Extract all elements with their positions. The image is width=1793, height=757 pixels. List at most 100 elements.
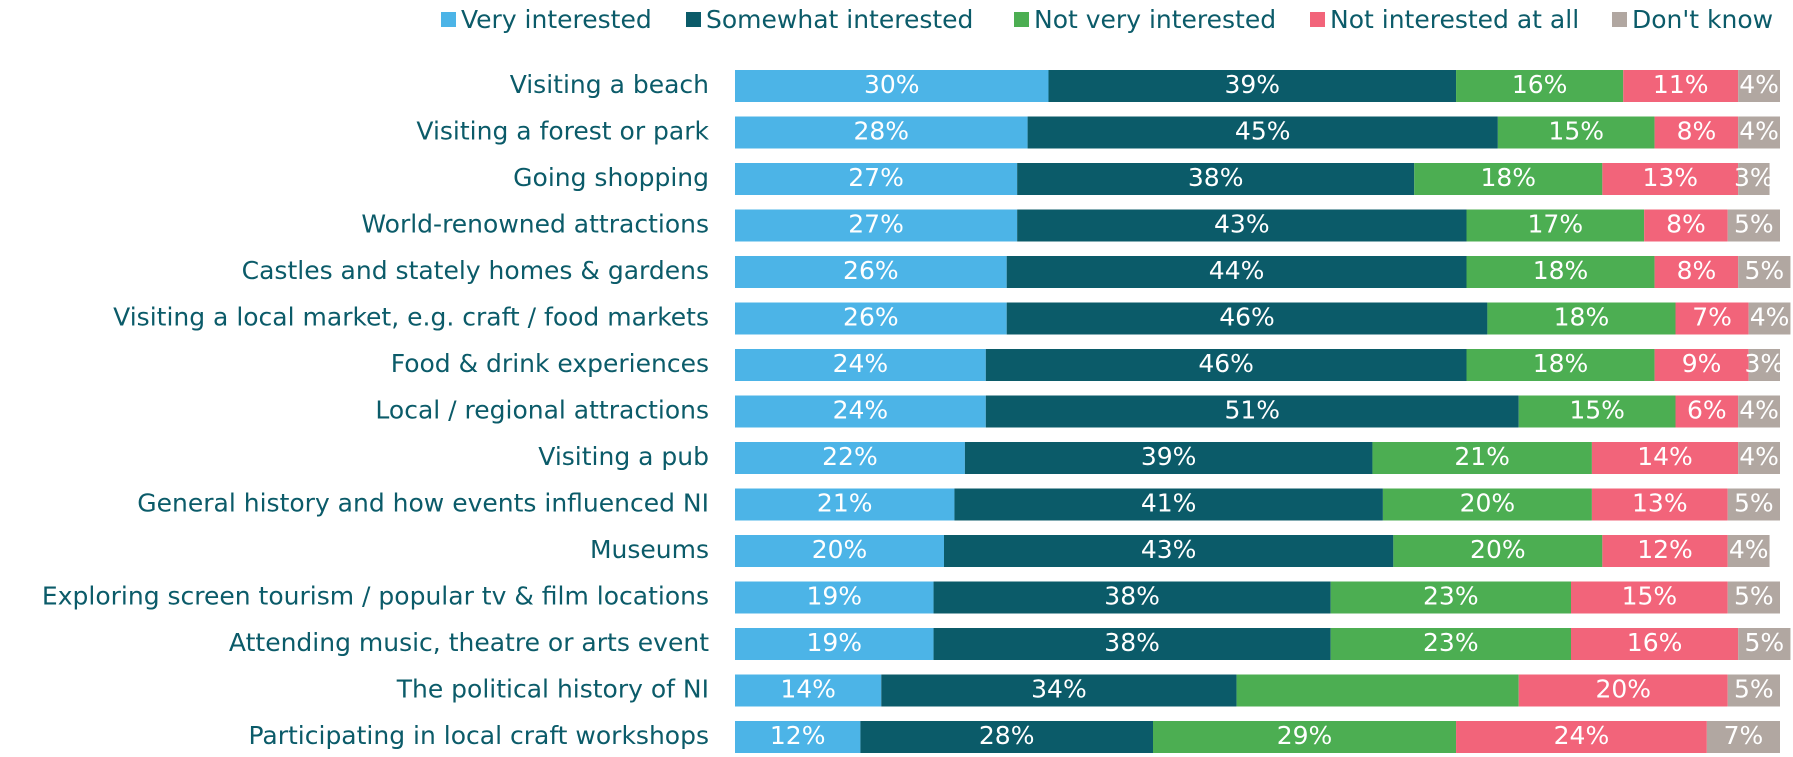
category-label: Visiting a forest or park [416, 117, 709, 146]
bar-segment [735, 535, 944, 567]
bar-segment [1330, 628, 1571, 660]
bar-segment [735, 116, 1028, 149]
bar-segment [1675, 395, 1739, 428]
bar-segment [1017, 163, 1415, 195]
value-label: 27% [848, 210, 904, 239]
value-label: 30% [864, 70, 920, 99]
value-label: 21% [817, 489, 873, 518]
value-label: 6% [1687, 396, 1727, 425]
bar-segment [1497, 116, 1655, 149]
category-label: Visiting a beach [510, 70, 709, 99]
bar-segment [1571, 628, 1739, 660]
value-label: 28% [854, 117, 910, 146]
bar-segment [1456, 70, 1624, 102]
value-label: 39% [1224, 70, 1280, 99]
value-label: 28% [979, 721, 1035, 750]
bar-segment [1466, 209, 1645, 242]
bar-segment [1623, 70, 1739, 102]
value-label: 4% [1729, 535, 1769, 564]
value-label: 24% [833, 396, 889, 425]
bar-segment [1393, 535, 1603, 567]
value-label: 26% [843, 303, 899, 332]
value-label: 46% [1219, 303, 1275, 332]
category-label: Castles and stately homes & gardens [242, 256, 709, 285]
bar-segment [735, 628, 934, 660]
value-label: 43% [1214, 210, 1270, 239]
bar-segment [1738, 395, 1780, 428]
value-label: 13% [1632, 489, 1688, 518]
value-label: 3% [1734, 163, 1774, 192]
value-label: 8% [1666, 210, 1706, 239]
bar-segment [1738, 70, 1780, 102]
value-label: 8% [1677, 117, 1717, 146]
bar-segment [735, 163, 1018, 195]
legend-swatch [686, 12, 701, 27]
value-label: 5% [1744, 256, 1784, 285]
bar-segment [1644, 209, 1728, 242]
value-label: 9% [1682, 349, 1722, 378]
bar-segment [735, 209, 1018, 242]
bar-segment [1006, 302, 1488, 335]
legend-label: Not interested at all [1330, 5, 1579, 34]
category-label: General history and how events influence… [137, 489, 709, 518]
value-label: 15% [1569, 396, 1625, 425]
bar-segment [1153, 721, 1457, 753]
bar-segment [1571, 581, 1728, 614]
bar-segment [1654, 116, 1739, 149]
bar-segment [860, 721, 1153, 753]
value-label: 24% [1554, 721, 1610, 750]
value-label: 34% [1031, 675, 1087, 704]
legend-swatch [441, 12, 456, 27]
value-label: 12% [1637, 535, 1693, 564]
value-label: 14% [780, 675, 836, 704]
bar-segment [1748, 302, 1791, 335]
legend-label: Not very interested [1034, 5, 1276, 34]
category-label: Visiting a local market, e.g. craft / fo… [113, 303, 709, 332]
bar-segment [1738, 116, 1780, 149]
category-label: Visiting a pub [538, 442, 709, 471]
value-label: 7% [1692, 303, 1732, 332]
bar-segment [735, 70, 1049, 102]
bar-segment [985, 395, 1519, 428]
bar-segment [933, 628, 1331, 660]
legend-label: Somewhat interested [706, 5, 973, 34]
bar-segment [735, 721, 861, 753]
value-label: 5% [1734, 582, 1774, 611]
bar-segment [1382, 488, 1592, 521]
value-label: 4% [1739, 442, 1779, 471]
value-label: 21% [1454, 442, 1510, 471]
category-label: The political history of NI [396, 675, 709, 704]
category-label: World-renowned attractions [361, 210, 709, 239]
legend-label: Very interested [461, 5, 652, 34]
bar-segment [985, 349, 1467, 381]
category-label: Food & drink experiences [391, 349, 709, 378]
bar-segment [1048, 70, 1457, 102]
value-label: 5% [1734, 675, 1774, 704]
value-label: 5% [1734, 489, 1774, 518]
bar-segment [1602, 163, 1739, 195]
value-label: 41% [1141, 489, 1197, 518]
bar-segment [1414, 163, 1603, 195]
bar-segment [735, 256, 1007, 288]
bar-segment [1727, 581, 1780, 614]
value-label: 44% [1209, 256, 1265, 285]
value-label: 43% [1141, 535, 1197, 564]
bar-segment [735, 442, 965, 474]
category-label: Going shopping [513, 163, 709, 192]
value-label: 4% [1739, 396, 1779, 425]
value-label: 11% [1653, 70, 1709, 99]
category-label: Participating in local craft workshops [248, 721, 709, 750]
value-label: 16% [1512, 70, 1568, 99]
bar-segment [1466, 256, 1655, 288]
value-label: 26% [843, 256, 899, 285]
bar-segment [1006, 256, 1467, 288]
bar-segment [1236, 674, 1519, 707]
value-label: 5% [1744, 628, 1784, 657]
bar-segment [933, 581, 1331, 614]
bar-segment [1675, 302, 1749, 335]
bar-segment [735, 302, 1007, 335]
value-label: 3% [1744, 349, 1784, 378]
bar-segment [1466, 349, 1655, 381]
bar-segment [735, 488, 955, 521]
value-label: 38% [1104, 582, 1160, 611]
